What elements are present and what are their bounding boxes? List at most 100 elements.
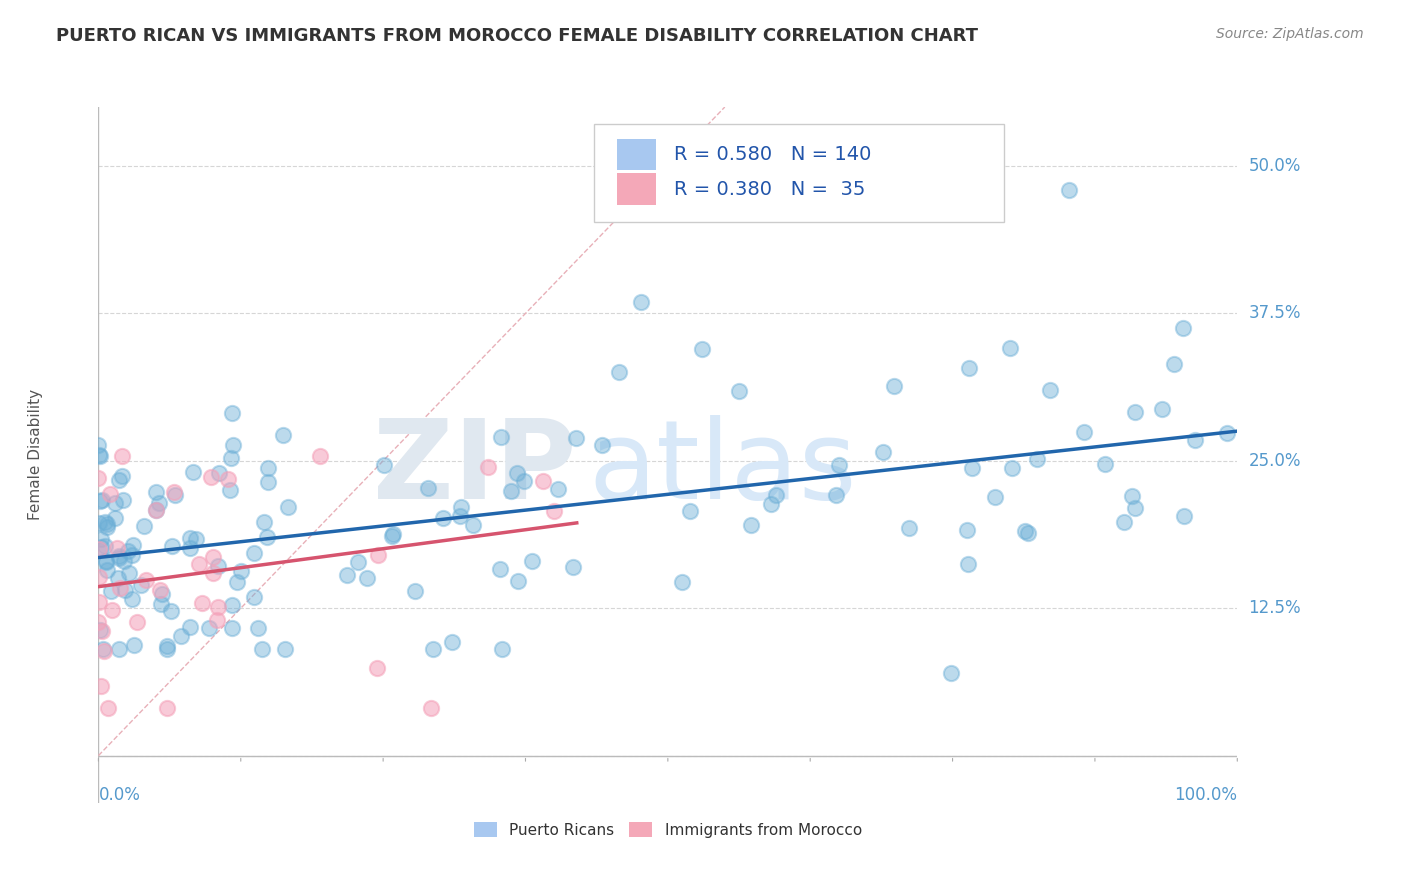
Point	[367, 548, 389, 562]
Point	[382, 526, 405, 541]
Point	[160, 539, 183, 553]
Text: atlas: atlas	[588, 416, 856, 523]
Point	[1123, 405, 1146, 419]
Point	[477, 459, 499, 474]
Point	[89, 623, 111, 637]
Point	[1184, 434, 1206, 448]
Point	[356, 572, 378, 586]
Point	[591, 438, 613, 452]
Point	[87, 448, 110, 462]
Point	[107, 474, 129, 488]
Point	[122, 638, 145, 652]
Point	[165, 487, 187, 501]
Point	[156, 640, 179, 654]
Point	[449, 508, 471, 523]
Point	[957, 361, 980, 376]
Point	[347, 555, 370, 569]
Point	[243, 590, 266, 604]
Point	[679, 504, 702, 518]
Point	[93, 644, 115, 658]
Point	[1163, 357, 1185, 371]
Point	[491, 642, 513, 657]
Point	[96, 516, 118, 531]
Point	[156, 642, 179, 657]
Point	[609, 365, 631, 379]
Point	[87, 542, 110, 557]
Point	[111, 469, 134, 483]
Point	[91, 642, 114, 657]
Point	[129, 577, 152, 591]
Point	[432, 511, 454, 525]
Point	[134, 519, 156, 533]
Point	[190, 596, 212, 610]
Point	[100, 584, 122, 599]
Point	[256, 461, 278, 475]
Point	[221, 451, 243, 466]
Point	[759, 497, 782, 511]
Point	[522, 554, 544, 568]
Point	[1152, 402, 1174, 417]
Point	[90, 532, 112, 546]
Text: R = 0.380   N =  35: R = 0.380 N = 35	[673, 179, 865, 199]
Text: 50.0%: 50.0%	[1249, 157, 1301, 175]
Point	[253, 515, 276, 529]
Point	[250, 642, 273, 657]
Point	[108, 582, 131, 596]
Point	[336, 567, 359, 582]
Point	[105, 541, 128, 556]
Point	[108, 549, 131, 563]
Point	[87, 595, 110, 609]
Point	[121, 592, 143, 607]
Point	[114, 583, 136, 598]
Bar	[617, 173, 657, 205]
Point	[1038, 383, 1060, 397]
Point	[93, 540, 115, 554]
Point	[162, 484, 184, 499]
Point	[104, 496, 127, 510]
Point	[169, 629, 191, 643]
Point	[513, 475, 536, 489]
Text: ZIP: ZIP	[374, 416, 576, 523]
Point	[150, 587, 173, 601]
Point	[956, 558, 979, 572]
Point	[373, 458, 395, 472]
Point	[91, 624, 114, 639]
Point	[271, 428, 294, 442]
Point	[127, 615, 149, 629]
Text: R = 0.580   N = 140: R = 0.580 N = 140	[673, 145, 870, 164]
Point	[201, 566, 224, 580]
Point	[221, 406, 243, 420]
Point	[90, 540, 112, 554]
Point	[1121, 489, 1143, 503]
Text: Female Disability: Female Disability	[28, 389, 44, 521]
Point	[208, 466, 231, 480]
Point	[441, 635, 464, 649]
Point	[1017, 525, 1039, 540]
Point	[998, 341, 1021, 355]
Point	[404, 583, 426, 598]
Point	[419, 701, 441, 715]
Point	[111, 450, 134, 464]
Point	[506, 466, 529, 480]
Legend: Puerto Ricans, Immigrants from Morocco: Puerto Ricans, Immigrants from Morocco	[468, 815, 868, 844]
Point	[872, 445, 894, 459]
Text: 0.0%: 0.0%	[98, 786, 141, 805]
Point	[727, 384, 749, 398]
Point	[898, 521, 921, 535]
Point	[219, 483, 242, 497]
Point	[422, 642, 444, 657]
Point	[107, 571, 129, 585]
Point	[156, 701, 179, 715]
Point	[91, 492, 114, 507]
Point	[89, 494, 111, 508]
Point	[883, 378, 905, 392]
Point	[111, 493, 134, 508]
Point	[562, 560, 585, 574]
Point	[148, 496, 170, 510]
Point	[309, 449, 332, 463]
Point	[205, 613, 228, 627]
Point	[90, 680, 112, 694]
Point	[107, 642, 129, 657]
Point	[184, 532, 207, 546]
Point	[1059, 183, 1081, 197]
